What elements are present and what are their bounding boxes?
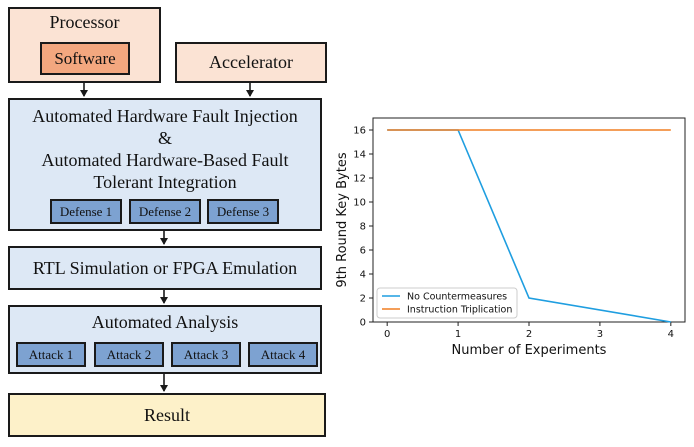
accelerator-box: Accelerator bbox=[175, 42, 327, 83]
y-tick-label: 8 bbox=[360, 222, 366, 233]
software-label: Software bbox=[54, 48, 116, 68]
legend-label-instruction-triplication: Instruction Triplication bbox=[407, 305, 512, 316]
y-tick-label: 12 bbox=[353, 174, 366, 185]
fault-injection-line-2: & bbox=[157, 128, 172, 148]
x-tick-label: 4 bbox=[668, 329, 674, 340]
y-tick-label: 16 bbox=[353, 126, 366, 137]
y-tick-label: 0 bbox=[360, 318, 366, 329]
attack-label: Attack 2 bbox=[106, 346, 152, 362]
attack-label: Attack 1 bbox=[28, 346, 74, 362]
fault-injection-line-3: Automated Hardware-Based Fault bbox=[41, 150, 289, 170]
x-tick-label: 1 bbox=[455, 329, 461, 340]
attack-chip: Attack 3 bbox=[171, 342, 241, 367]
fault-injection-line-1: Automated Hardware Fault Injection bbox=[32, 106, 298, 126]
attack-label: Attack 4 bbox=[260, 346, 306, 362]
defense-chip: Defense 3 bbox=[207, 199, 279, 224]
y-tick-label: 6 bbox=[360, 246, 366, 257]
legend: No Countermeasures Instruction Triplicat… bbox=[376, 287, 518, 319]
attack-label: Attack 3 bbox=[183, 346, 229, 362]
defense-label: Defense 2 bbox=[138, 203, 192, 219]
x-tick-label: 3 bbox=[597, 329, 603, 340]
y-axis-label: 9th Round Key Bytes bbox=[335, 152, 350, 287]
accelerator-label: Accelerator bbox=[209, 52, 293, 72]
x-axis-label: Number of Experiments bbox=[452, 343, 607, 358]
x-tick-label: 0 bbox=[384, 329, 390, 340]
legend-label-no-countermeasures: No Countermeasures bbox=[407, 292, 507, 303]
x-tick-label: 2 bbox=[526, 329, 532, 340]
y-tick-label: 2 bbox=[360, 294, 366, 305]
defense-label: Defense 1 bbox=[59, 203, 113, 219]
attack-chip: Attack 4 bbox=[248, 342, 318, 367]
simulation-label: RTL Simulation or FPGA Emulation bbox=[32, 257, 298, 278]
processor-box: Processor Software bbox=[8, 7, 161, 83]
defense-label: Defense 3 bbox=[216, 203, 270, 219]
software-box: Software bbox=[40, 42, 130, 75]
result-label: Result bbox=[143, 404, 190, 425]
analysis-panel: Automated Analysis Attack 1 Attack 2 Att… bbox=[8, 305, 322, 374]
y-tick-label: 4 bbox=[360, 270, 366, 281]
y-tick-label: 10 bbox=[353, 198, 366, 209]
fault-injection-line-4: Tolerant Integration bbox=[93, 172, 237, 192]
legend-box bbox=[376, 287, 518, 319]
result-box: Result bbox=[8, 393, 326, 437]
fault-injection-panel: Automated Hardware Fault Injection & Aut… bbox=[8, 98, 322, 231]
defense-chip: Defense 2 bbox=[129, 199, 201, 224]
analysis-label: Automated Analysis bbox=[91, 312, 239, 332]
y-tick-label: 14 bbox=[353, 150, 366, 161]
defense-chip: Defense 1 bbox=[50, 199, 122, 224]
attack-chip: Attack 2 bbox=[94, 342, 164, 367]
attack-chip: Attack 1 bbox=[16, 342, 86, 367]
processor-label: Processor bbox=[49, 12, 120, 32]
simulation-box: RTL Simulation or FPGA Emulation bbox=[8, 246, 322, 290]
